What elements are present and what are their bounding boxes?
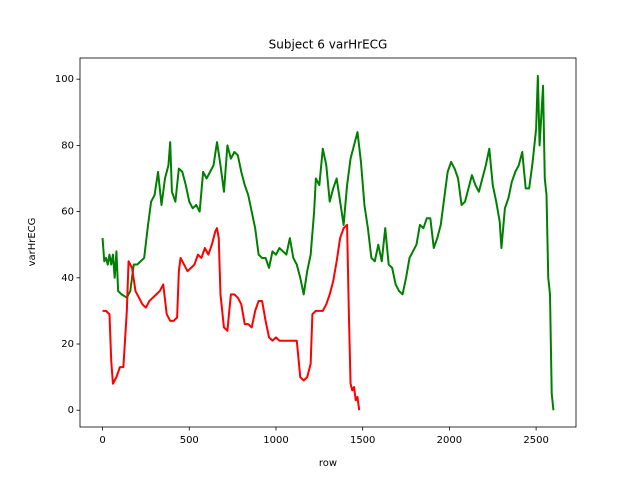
x-tick-label: 1500 — [350, 435, 375, 446]
chart-title: Subject 6 varHrECG — [269, 38, 388, 52]
x-tick-label: 500 — [180, 435, 199, 446]
y-tick-label: 20 — [61, 339, 74, 350]
data-line — [102, 223, 361, 411]
y-axis-label: varHrECG — [27, 218, 38, 267]
y-tick-label: 80 — [61, 140, 74, 151]
y-tick-label: 100 — [55, 74, 74, 85]
x-axis-label: row — [319, 458, 337, 469]
data-line — [101, 74, 555, 411]
y-tick-label: 0 — [68, 405, 74, 416]
x-tick-label: 2000 — [437, 435, 462, 446]
x-tick-label: 1000 — [263, 435, 288, 446]
plot-frame — [79, 57, 577, 428]
x-tick-label: 0 — [99, 435, 105, 446]
y-tick-label: 40 — [61, 273, 74, 284]
y-tick-label: 60 — [61, 207, 74, 218]
x-tick-label: 2500 — [523, 435, 548, 446]
